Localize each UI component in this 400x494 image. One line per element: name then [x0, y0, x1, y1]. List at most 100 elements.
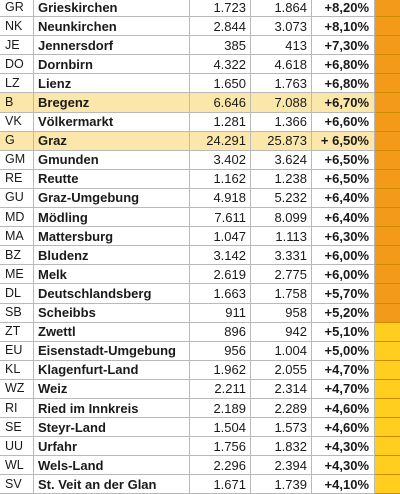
value-before-cell: 2.189 — [190, 398, 251, 417]
district-code-cell: SV — [0, 475, 34, 494]
district-code-cell: JE — [0, 36, 34, 55]
value-before-cell: 1.281 — [190, 112, 251, 131]
value-after-cell: 5.232 — [251, 188, 312, 207]
value-after-cell: 25.873 — [251, 131, 312, 150]
district-name-cell: Lienz — [34, 74, 190, 93]
value-after-cell: 1.004 — [251, 341, 312, 360]
district-code-cell: GM — [0, 150, 34, 169]
value-after-cell: 413 — [251, 36, 312, 55]
growth-color-bar — [375, 475, 400, 494]
district-name-cell: Ried im Innkreis — [34, 398, 190, 417]
growth-color-bar — [375, 437, 400, 456]
district-name-cell: St. Veit an der Glan — [34, 475, 190, 494]
district-name-cell: Zwettl — [34, 322, 190, 341]
growth-color-bar — [375, 246, 400, 265]
value-before-cell: 1.962 — [190, 360, 251, 379]
growth-color-bar — [375, 227, 400, 246]
district-name-cell: Eisenstadt-Umgebung — [34, 341, 190, 360]
district-name-cell: Völkermarkt — [34, 112, 190, 131]
district-code-cell: B — [0, 93, 34, 112]
growth-color-bar — [375, 150, 400, 169]
district-code-cell: EU — [0, 341, 34, 360]
growth-percent-cell: +6,60% — [312, 112, 375, 131]
district-name-cell: Graz — [34, 131, 190, 150]
growth-percent-cell: + 6,50% — [312, 131, 375, 150]
growth-percent-cell: +6,40% — [312, 188, 375, 207]
growth-percent-cell: +6,50% — [312, 150, 375, 169]
growth-color-bar — [375, 17, 400, 36]
growth-percent-cell: +4,70% — [312, 379, 375, 398]
value-after-cell: 1.113 — [251, 227, 312, 246]
growth-color-bar — [375, 169, 400, 188]
district-code-cell: WL — [0, 456, 34, 475]
district-name-cell: Scheibbs — [34, 303, 190, 322]
value-before-cell: 2.844 — [190, 17, 251, 36]
district-code-cell: G — [0, 131, 34, 150]
value-after-cell: 2.289 — [251, 398, 312, 417]
district-name-cell: Mödling — [34, 208, 190, 227]
district-code-cell: DO — [0, 55, 34, 74]
value-after-cell: 1.864 — [251, 0, 312, 17]
value-before-cell: 4.918 — [190, 188, 251, 207]
growth-color-bar — [375, 284, 400, 303]
growth-percent-cell: +4,70% — [312, 360, 375, 379]
growth-color-bar — [375, 303, 400, 322]
growth-percent-cell: +4,10% — [312, 475, 375, 494]
district-code-cell: SB — [0, 303, 34, 322]
value-before-cell: 7.611 — [190, 208, 251, 227]
district-name-cell: Mattersburg — [34, 227, 190, 246]
value-after-cell: 2.394 — [251, 456, 312, 475]
value-after-cell: 3.331 — [251, 246, 312, 265]
value-before-cell: 3.142 — [190, 246, 251, 265]
district-code-cell: RI — [0, 398, 34, 417]
growth-percent-cell: +6,80% — [312, 74, 375, 93]
district-name-cell: Melk — [34, 265, 190, 284]
value-before-cell: 1.663 — [190, 284, 251, 303]
district-code-cell: UU — [0, 437, 34, 456]
growth-percent-cell: +6,80% — [312, 55, 375, 74]
value-after-cell: 958 — [251, 303, 312, 322]
growth-percent-cell: +7,30% — [312, 36, 375, 55]
value-before-cell: 6.646 — [190, 93, 251, 112]
growth-color-bar — [375, 112, 400, 131]
value-before-cell: 2.296 — [190, 456, 251, 475]
growth-color-bar — [375, 398, 400, 417]
district-name-cell: Gmunden — [34, 150, 190, 169]
value-after-cell: 1.573 — [251, 418, 312, 437]
value-before-cell: 1.671 — [190, 475, 251, 494]
growth-color-bar — [375, 265, 400, 284]
growth-percent-cell: +5,10% — [312, 322, 375, 341]
value-before-cell: 3.402 — [190, 150, 251, 169]
growth-percent-cell: +8,20% — [312, 0, 375, 17]
growth-color-bar — [375, 0, 400, 17]
growth-percent-cell: +8,10% — [312, 17, 375, 36]
value-before-cell: 1.504 — [190, 418, 251, 437]
growth-percent-cell: +4,60% — [312, 398, 375, 417]
growth-percent-cell: +6,30% — [312, 227, 375, 246]
district-code-cell: WZ — [0, 379, 34, 398]
value-after-cell: 1.366 — [251, 112, 312, 131]
value-after-cell: 1.238 — [251, 169, 312, 188]
district-name-cell: Urfahr — [34, 437, 190, 456]
district-code-cell: ZT — [0, 322, 34, 341]
district-name-cell: Klagenfurt-Land — [34, 360, 190, 379]
value-after-cell: 1.739 — [251, 475, 312, 494]
district-name-cell: Deutschlandsberg — [34, 284, 190, 303]
value-before-cell: 385 — [190, 36, 251, 55]
district-name-cell: Jennersdorf — [34, 36, 190, 55]
